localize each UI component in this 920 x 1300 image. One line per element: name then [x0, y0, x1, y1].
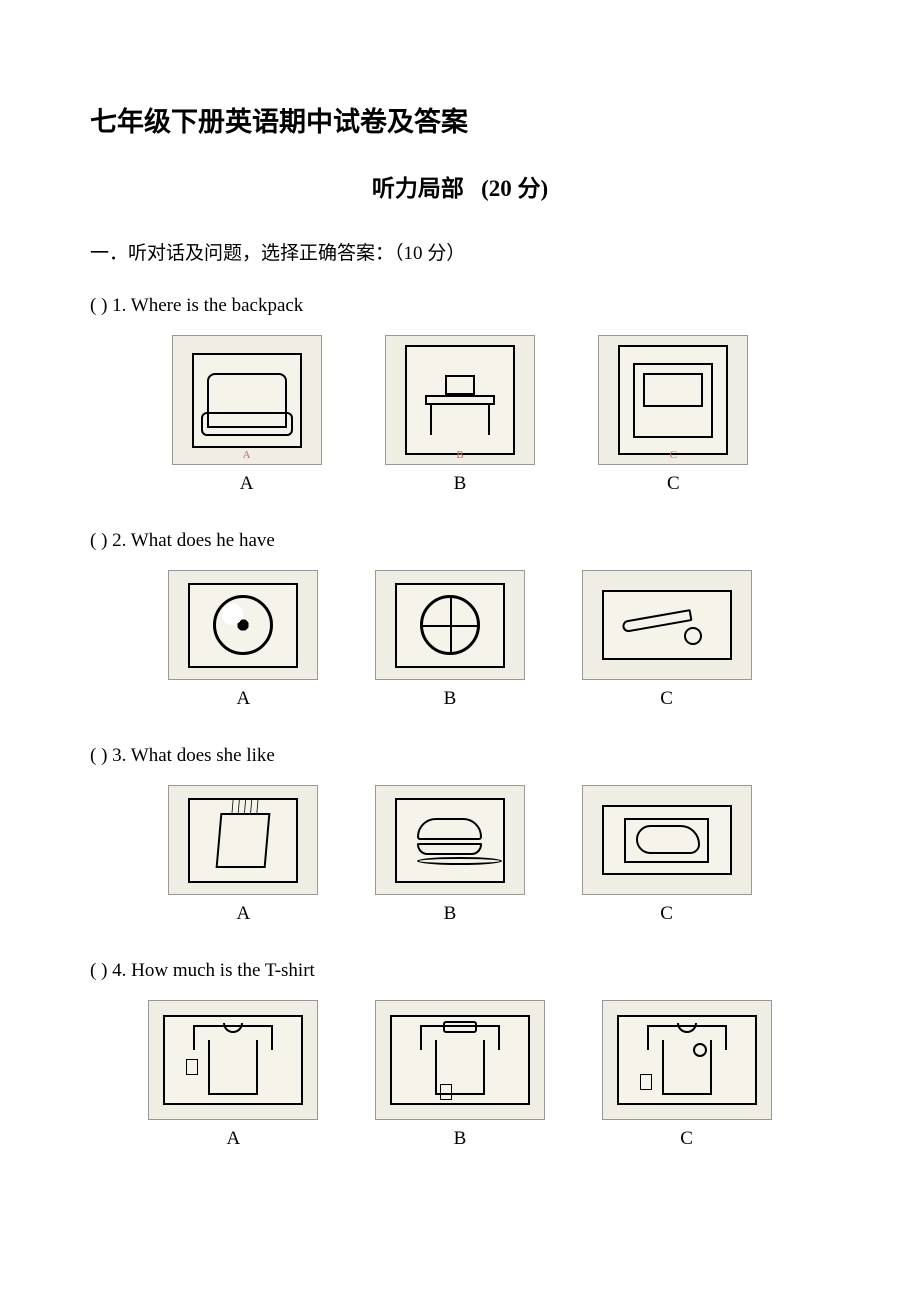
- listening-section-title: 听力局部 (20 分): [90, 169, 830, 203]
- baseball-bat-icon: [622, 605, 712, 645]
- document-title: 七年级下册英语期中试卷及答案: [90, 100, 830, 139]
- q2-text: ) 2. What does he have: [101, 530, 275, 551]
- q3-image-b: [375, 785, 525, 895]
- q4-label-row: A B C: [90, 1128, 830, 1150]
- tshirt-b-icon: [415, 1025, 505, 1095]
- question-2-text: ( ) 2. What does he have: [90, 530, 830, 552]
- q4-image-c: [602, 1000, 772, 1120]
- q3-image-row: [90, 785, 830, 895]
- q3-label-b: B: [375, 903, 525, 925]
- hamburger-icon: [417, 818, 482, 863]
- q3-image-c: [582, 785, 752, 895]
- q1-image-row: A B C: [90, 335, 830, 465]
- q2-label-c: C: [582, 688, 752, 710]
- question-2-block: ( ) 2. What does he have A B C: [90, 530, 830, 710]
- q2-image-row: [90, 570, 830, 680]
- subtitle-points: (20 分): [481, 176, 548, 201]
- q1-label-row: A B C: [90, 473, 830, 495]
- chicken-box-icon: [624, 818, 709, 863]
- q1-label-a: A: [172, 473, 322, 495]
- q2-image-b: [375, 570, 525, 680]
- q1-image-b: B: [385, 335, 535, 465]
- q2-label-a: A: [168, 688, 318, 710]
- basketball-icon: [420, 595, 480, 655]
- french-fries-icon: [216, 813, 271, 868]
- tshirt-c-icon: [642, 1025, 732, 1095]
- question-1-text: ( ) 1. Where is the backpack: [90, 295, 830, 317]
- q4-image-a: [148, 1000, 318, 1120]
- cabinet-icon: [633, 363, 713, 438]
- q1-text: ) 1. Where is the backpack: [101, 295, 303, 316]
- tiny-label-a: A: [243, 449, 251, 461]
- q4-image-b: [375, 1000, 545, 1120]
- q2-image-c: [582, 570, 752, 680]
- q3-image-a: [168, 785, 318, 895]
- tiny-label-c: C: [670, 449, 677, 461]
- q1-image-c: C: [598, 335, 748, 465]
- q2-label-b: B: [375, 688, 525, 710]
- q2-image-a: [168, 570, 318, 680]
- question-3-text: ( ) 3. What does she like: [90, 745, 830, 767]
- q3-label-c: C: [582, 903, 752, 925]
- q3-text: ) 3. What does she like: [101, 745, 275, 766]
- q3-label-row: A B C: [90, 903, 830, 925]
- q1-image-a: A: [172, 335, 322, 465]
- q3-label-a: A: [168, 903, 318, 925]
- desk-icon: [425, 370, 495, 430]
- section-one-header: 一．听对话及问题，选择正确答案：（10 分）: [90, 238, 830, 265]
- sofa-icon: [207, 373, 287, 428]
- tshirt-a-icon: [188, 1025, 278, 1095]
- q4-label-a: A: [148, 1128, 318, 1150]
- q4-label-c: C: [602, 1128, 772, 1150]
- q2-label-row: A B C: [90, 688, 830, 710]
- q4-image-row: [90, 1000, 830, 1120]
- subtitle-prefix: 听力局部: [372, 176, 464, 201]
- q4-text: ) 4. How much is the T-shirt: [101, 960, 315, 981]
- tiny-label-b: B: [456, 449, 463, 461]
- q4-label-b: B: [375, 1128, 545, 1150]
- question-1-block: ( ) 1. Where is the backpack A B: [90, 295, 830, 495]
- question-4-text: ( ) 4. How much is the T-shirt: [90, 960, 830, 982]
- q1-label-b: B: [385, 473, 535, 495]
- soccer-ball-icon: [213, 595, 273, 655]
- q1-label-c: C: [598, 473, 748, 495]
- question-4-block: ( ) 4. How much is the T-shirt: [90, 960, 830, 1150]
- question-3-block: ( ) 3. What does she like A B C: [90, 745, 830, 925]
